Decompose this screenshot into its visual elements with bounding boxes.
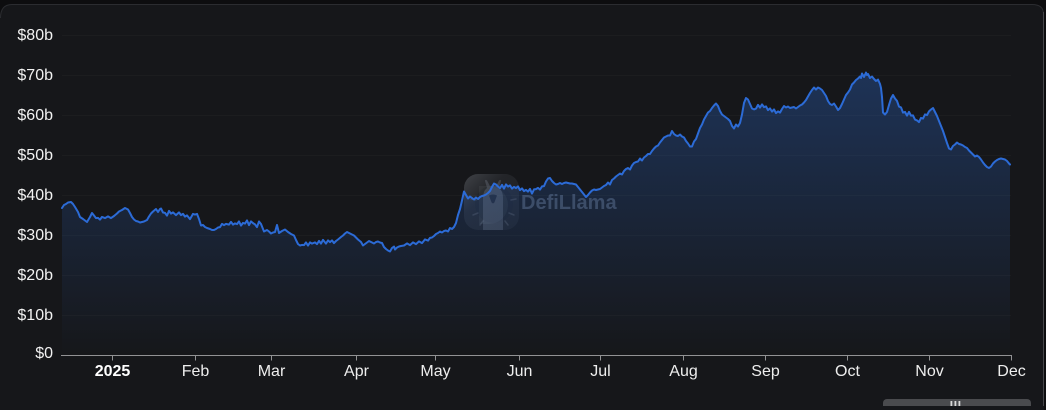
svg-text:$0: $0 (35, 345, 53, 362)
svg-text:Nov: Nov (915, 363, 943, 380)
svg-text:$40b: $40b (17, 187, 53, 204)
svg-text:$70b: $70b (17, 67, 53, 84)
svg-text:Mar: Mar (258, 363, 286, 380)
svg-text:$60b: $60b (17, 107, 53, 124)
svg-text:May: May (420, 363, 450, 380)
svg-text:$50b: $50b (17, 147, 53, 164)
svg-text:Jul: Jul (590, 363, 610, 380)
svg-text:$10b: $10b (17, 307, 53, 324)
svg-text:Dec: Dec (997, 363, 1025, 380)
svg-text:$20b: $20b (17, 267, 53, 284)
svg-text:Apr: Apr (344, 363, 370, 380)
svg-text:2025: 2025 (95, 363, 131, 380)
svg-text:Aug: Aug (669, 363, 697, 380)
svg-text:Feb: Feb (182, 363, 210, 380)
svg-text:$80b: $80b (17, 27, 53, 44)
svg-text:Oct: Oct (835, 363, 860, 380)
svg-text:$30b: $30b (17, 227, 53, 244)
svg-text:Jun: Jun (507, 363, 533, 380)
svg-text:Sep: Sep (751, 363, 780, 380)
